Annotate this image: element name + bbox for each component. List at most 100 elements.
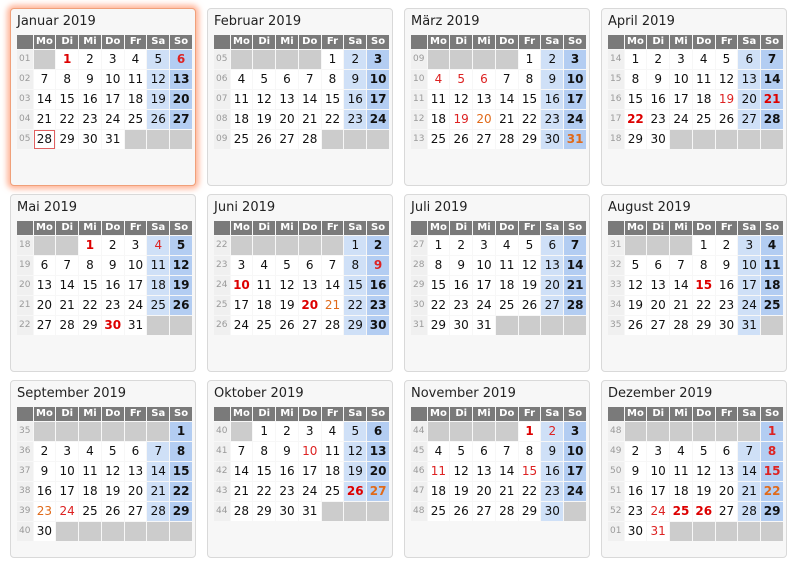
day-cell[interactable]: 30 — [624, 522, 647, 541]
day-cell[interactable]: 2 — [367, 236, 389, 255]
day-cell[interactable]: 11 — [230, 90, 253, 109]
day-cell[interactable]: 14 — [761, 70, 783, 89]
day-cell[interactable]: 12 — [253, 90, 276, 109]
day-cell[interactable]: 5 — [450, 442, 473, 461]
day-cell[interactable]: 8 — [56, 70, 79, 89]
day-cell[interactable]: 5 — [253, 70, 276, 89]
day-cell[interactable]: 18 — [692, 90, 715, 109]
day-cell[interactable]: 8 — [321, 70, 344, 89]
day-cell[interactable]: 29 — [761, 502, 783, 521]
day-cell[interactable]: 1 — [427, 236, 450, 255]
day-cell[interactable]: 20 — [715, 482, 738, 501]
day-cell[interactable]: 21 — [738, 482, 761, 501]
day-cell[interactable]: 12 — [344, 442, 367, 461]
day-cell[interactable]: 3 — [230, 256, 253, 275]
day-cell[interactable]: 18 — [427, 482, 450, 501]
day-cell[interactable]: 8 — [79, 256, 101, 275]
day-cell[interactable]: 20 — [124, 482, 147, 501]
day-cell[interactable]: 8 — [518, 442, 541, 461]
day-cell[interactable]: 21 — [298, 110, 321, 129]
day-cell[interactable]: 8 — [518, 70, 541, 89]
day-cell[interactable]: 1 — [518, 422, 541, 441]
day-cell[interactable]: 4 — [427, 70, 450, 89]
day-cell[interactable]: 19 — [518, 276, 541, 295]
day-cell[interactable]: 3 — [564, 50, 586, 69]
day-cell[interactable]: 21 — [56, 296, 79, 315]
day-cell[interactable]: 31 — [738, 316, 761, 335]
day-cell[interactable]: 25 — [124, 110, 147, 129]
day-cell[interactable]: 9 — [450, 256, 473, 275]
day-cell[interactable]: 3 — [738, 236, 761, 255]
day-cell[interactable]: 1 — [344, 236, 367, 255]
day-cell[interactable]: 21 — [670, 296, 692, 315]
day-cell[interactable]: 18 — [147, 276, 170, 295]
day-cell[interactable]: 12 — [715, 70, 738, 89]
day-cell[interactable]: 23 — [541, 110, 564, 129]
day-cell[interactable]: 27 — [647, 316, 670, 335]
day-cell[interactable]: 7 — [33, 70, 56, 89]
day-cell[interactable]: 2 — [79, 50, 101, 69]
day-cell[interactable]: 11 — [427, 90, 450, 109]
day-cell[interactable]: 12 — [450, 462, 473, 481]
day-cell[interactable]: 24 — [564, 110, 586, 129]
day-cell[interactable]: 17 — [473, 276, 495, 295]
day-cell[interactable]: 20 — [367, 462, 389, 481]
day-cell[interactable]: 16 — [367, 276, 389, 295]
day-cell[interactable]: 3 — [367, 50, 389, 69]
day-cell[interactable]: 26 — [344, 482, 367, 501]
day-cell[interactable]: 5 — [101, 442, 124, 461]
day-cell[interactable]: 6 — [170, 50, 192, 69]
day-cell[interactable]: 25 — [692, 110, 715, 129]
day-cell[interactable]: 23 — [101, 296, 124, 315]
day-cell[interactable]: 7 — [56, 256, 79, 275]
day-cell[interactable]: 4 — [495, 236, 518, 255]
day-cell[interactable]: 24 — [101, 110, 124, 129]
day-cell[interactable]: 16 — [79, 90, 101, 109]
day-cell[interactable]: 25 — [427, 502, 450, 521]
day-cell[interactable]: 14 — [33, 90, 56, 109]
day-cell[interactable]: 30 — [541, 130, 564, 149]
day-cell[interactable]: 25 — [761, 296, 783, 315]
day-cell[interactable]: 23 — [450, 296, 473, 315]
day-cell[interactable]: 17 — [56, 482, 79, 501]
day-cell[interactable]: 24 — [124, 296, 147, 315]
day-cell[interactable]: 31 — [124, 316, 147, 335]
day-cell[interactable]: 1 — [321, 50, 344, 69]
day-cell[interactable]: 15 — [321, 90, 344, 109]
day-cell[interactable]: 15 — [624, 90, 647, 109]
day-cell[interactable]: 22 — [518, 110, 541, 129]
day-cell[interactable]: 4 — [230, 70, 253, 89]
day-cell[interactable]: 6 — [473, 70, 495, 89]
day-cell[interactable]: 14 — [564, 256, 586, 275]
day-cell[interactable]: 30 — [33, 522, 56, 541]
day-cell[interactable]: 4 — [692, 50, 715, 69]
day-cell[interactable]: 21 — [147, 482, 170, 501]
day-cell[interactable]: 2 — [33, 442, 56, 461]
day-cell[interactable]: 5 — [276, 256, 298, 275]
day-cell[interactable]: 6 — [647, 256, 670, 275]
day-cell[interactable]: 28 — [56, 316, 79, 335]
day-cell[interactable]: 25 — [147, 296, 170, 315]
day-cell[interactable]: 10 — [124, 256, 147, 275]
day-cell[interactable]: 10 — [230, 276, 253, 295]
day-cell[interactable]: 18 — [230, 110, 253, 129]
day-cell[interactable]: 27 — [541, 296, 564, 315]
day-cell[interactable]: 5 — [624, 256, 647, 275]
day-cell[interactable]: 26 — [253, 130, 276, 149]
day-cell[interactable]: 8 — [624, 70, 647, 89]
day-cell[interactable]: 13 — [715, 462, 738, 481]
day-cell[interactable]: 30 — [541, 502, 564, 521]
day-cell[interactable]: 16 — [541, 462, 564, 481]
day-cell[interactable]: 13 — [473, 90, 495, 109]
day-cell[interactable]: 23 — [344, 110, 367, 129]
day-cell[interactable]: 21 — [761, 90, 783, 109]
day-cell[interactable]: 10 — [647, 462, 670, 481]
day-cell[interactable]: 12 — [276, 276, 298, 295]
day-cell[interactable]: 22 — [624, 110, 647, 129]
day-cell[interactable]: 13 — [33, 276, 56, 295]
day-cell[interactable]: 26 — [276, 316, 298, 335]
day-cell[interactable]: 29 — [692, 316, 715, 335]
day-cell[interactable]: 11 — [761, 256, 783, 275]
day-cell[interactable]: 29 — [56, 130, 79, 149]
day-cell[interactable]: 12 — [147, 70, 170, 89]
